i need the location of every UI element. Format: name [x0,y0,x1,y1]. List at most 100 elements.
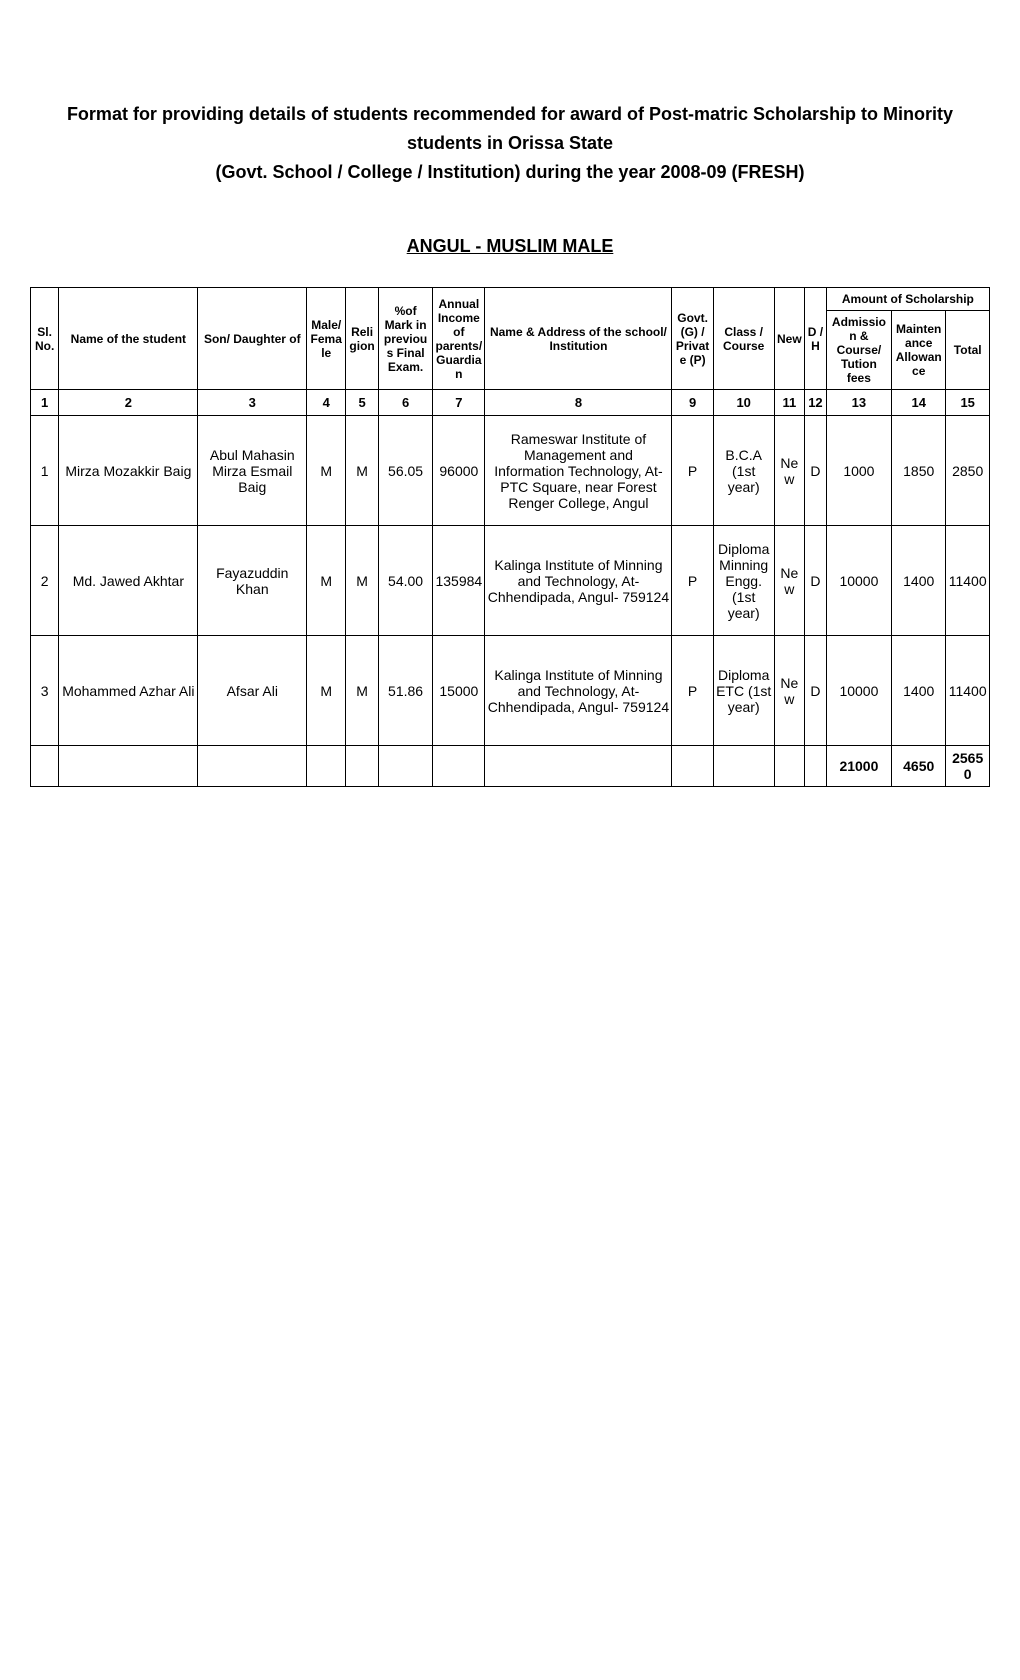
cell-religion: M [346,416,379,526]
cell-parent: Fayazuddin Khan [198,526,307,636]
cell-new: New [774,526,804,636]
th-govtpvt: Govt. (G) / Private (P) [672,288,713,390]
th-new: New [774,288,804,390]
cell-maintenance: 1400 [892,636,946,746]
total-blank [307,746,346,787]
cell-institution: Rameswar Institute of Management and Inf… [485,416,672,526]
colnum-3: 3 [198,390,307,416]
cell-sl: 2 [31,526,59,636]
colnum-5: 5 [346,390,379,416]
total-blank [59,746,198,787]
th-marks: %of Mark in previous Final Exam. [378,288,432,390]
cell-parent: Afsar Ali [198,636,307,746]
total-blank [433,746,485,787]
colnum-11: 11 [774,390,804,416]
cell-dh: D [805,416,827,526]
colnum-6: 6 [378,390,432,416]
cell-govtpvt: P [672,416,713,526]
th-parent: Son/ Daughter of [198,288,307,390]
cell-govtpvt: P [672,526,713,636]
th-class: Class / Course [713,288,774,390]
table-body: 1 Mirza Mozakkir Baig Abul Mahasin Mirza… [31,416,990,787]
section-heading: ANGUL - MUSLIM MALE [30,236,990,257]
cell-maintenance: 1400 [892,526,946,636]
cell-income: 135984 [433,526,485,636]
colnum-1: 1 [31,390,59,416]
colnum-13: 13 [826,390,891,416]
th-total: Total [946,311,990,390]
table-row: 3 Mohammed Azhar Ali Afsar Ali M M 51.86… [31,636,990,746]
th-name: Name of the student [59,288,198,390]
th-maintenance: Maintenance Allowance [892,311,946,390]
cell-parent: Abul Mahasin Mirza Esmail Baig [198,416,307,526]
total-admission: 21000 [826,746,891,787]
cell-income: 15000 [433,636,485,746]
cell-institution: Kalinga Institute of Minning and Technol… [485,636,672,746]
cell-marks: 56.05 [378,416,432,526]
cell-total: 2850 [946,416,990,526]
cell-new: New [774,416,804,526]
cell-name: Mirza Mozakkir Baig [59,416,198,526]
cell-religion: M [346,526,379,636]
colnum-7: 7 [433,390,485,416]
total-total: 25650 [946,746,990,787]
total-blank [378,746,432,787]
th-slno: Sl. No. [31,288,59,390]
cell-gender: M [307,526,346,636]
cell-govtpvt: P [672,636,713,746]
colnum-9: 9 [672,390,713,416]
total-maintenance: 4650 [892,746,946,787]
total-blank [485,746,672,787]
total-blank [198,746,307,787]
cell-class: Diploma Minning Engg. (1st year) [713,526,774,636]
scholarship-table: Sl. No. Name of the student Son/ Daughte… [30,287,990,787]
total-blank [31,746,59,787]
th-admission: Admission & Course/ Tution fees [826,311,891,390]
th-institution: Name & Address of the school/ Institutio… [485,288,672,390]
colnum-2: 2 [59,390,198,416]
total-blank [672,746,713,787]
colnum-14: 14 [892,390,946,416]
cell-name: Md. Jawed Akhtar [59,526,198,636]
cell-class: B.C.A (1st year) [713,416,774,526]
cell-gender: M [307,636,346,746]
cell-sl: 1 [31,416,59,526]
cell-admission: 10000 [826,636,891,746]
cell-dh: D [805,526,827,636]
title-line-1: Format for providing details of students… [30,100,990,158]
colnum-10: 10 [713,390,774,416]
table-row: 2 Md. Jawed Akhtar Fayazuddin Khan M M 5… [31,526,990,636]
cell-income: 96000 [433,416,485,526]
total-blank [805,746,827,787]
th-gender: Male/ Female [307,288,346,390]
total-blank [346,746,379,787]
cell-admission: 1000 [826,416,891,526]
colnum-8: 8 [485,390,672,416]
cell-total: 11400 [946,636,990,746]
cell-marks: 51.86 [378,636,432,746]
title-line-2: (Govt. School / College / Institution) d… [30,158,990,187]
cell-total: 11400 [946,526,990,636]
th-dh: D / H [805,288,827,390]
cell-maintenance: 1850 [892,416,946,526]
cell-institution: Kalinga Institute of Minning and Technol… [485,526,672,636]
cell-sl: 3 [31,636,59,746]
cell-religion: M [346,636,379,746]
colnum-4: 4 [307,390,346,416]
th-amount-header: Amount of Scholarship [826,288,989,311]
totals-row: 21000 4650 25650 [31,746,990,787]
cell-admission: 10000 [826,526,891,636]
cell-marks: 54.00 [378,526,432,636]
cell-dh: D [805,636,827,746]
th-religion: Religion [346,288,379,390]
colnum-12: 12 [805,390,827,416]
total-blank [774,746,804,787]
total-blank [713,746,774,787]
document-title: Format for providing details of students… [30,100,990,186]
cell-class: Diploma ETC (1st year) [713,636,774,746]
cell-new: New [774,636,804,746]
cell-name: Mohammed Azhar Ali [59,636,198,746]
th-income: Annual Income of parents/ Guardian [433,288,485,390]
table-row: 1 Mirza Mozakkir Baig Abul Mahasin Mirza… [31,416,990,526]
colnum-15: 15 [946,390,990,416]
